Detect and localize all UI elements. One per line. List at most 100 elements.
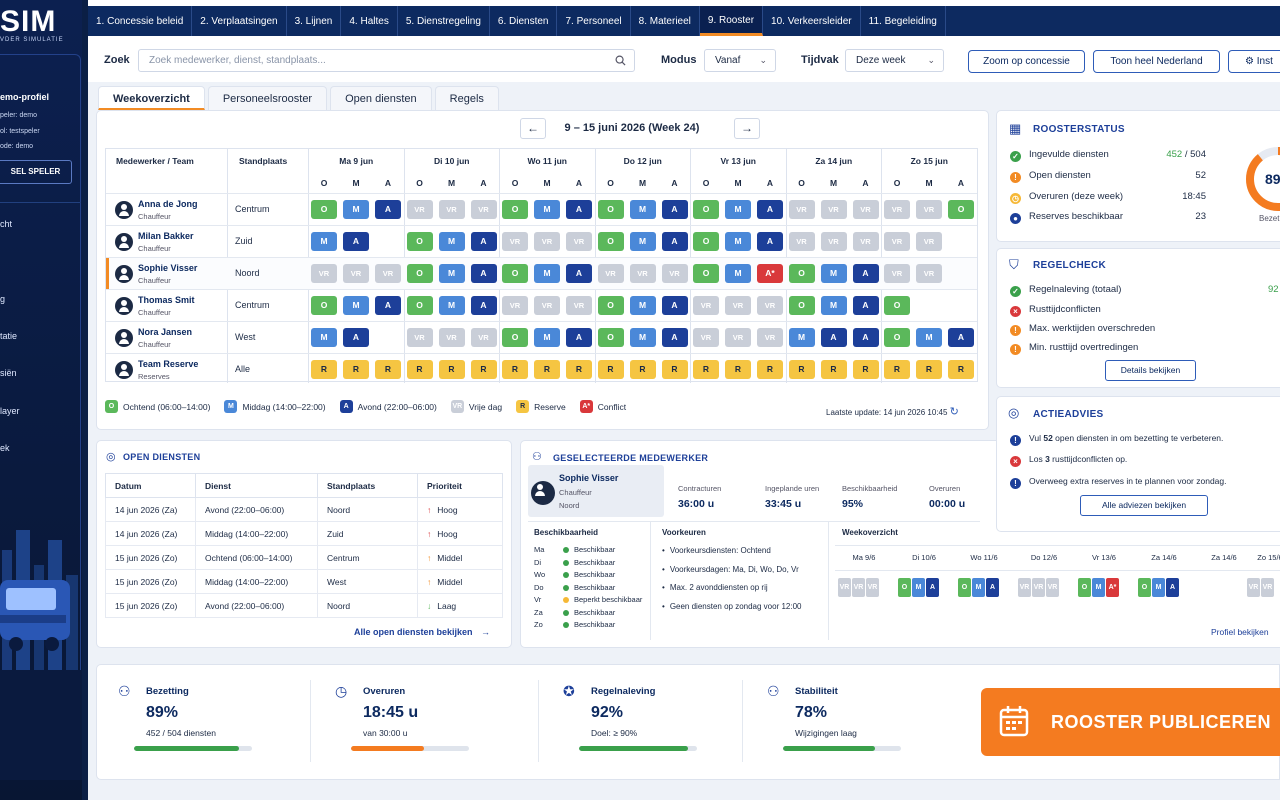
- shift-cell[interactable]: VR: [884, 200, 910, 219]
- shift-cell[interactable]: O: [693, 200, 719, 219]
- shift-cell[interactable]: A: [343, 328, 369, 347]
- shift-cell[interactable]: O: [406, 232, 433, 251]
- all-advice-button[interactable]: Alle adviezen bekijken: [1080, 495, 1208, 516]
- mini-shift-cell[interactable]: M: [972, 578, 985, 597]
- tab-haltes[interactable]: 4. Haltes: [341, 6, 398, 36]
- shift-cell[interactable]: VR: [470, 328, 497, 347]
- shift-cell[interactable]: A: [566, 328, 592, 347]
- shift-cell[interactable]: R: [343, 360, 369, 379]
- table-row[interactable]: 15 jun 2026 (Zo) Avond (22:00–06:00) Noord…: [105, 593, 503, 618]
- shift-cell[interactable]: A: [661, 296, 688, 315]
- shift-cell[interactable]: O: [693, 232, 719, 251]
- shift-cell[interactable]: M: [534, 200, 560, 219]
- shift-cell[interactable]: R: [757, 360, 783, 379]
- tab-materieel[interactable]: 8. Materieel: [631, 6, 700, 36]
- shift-cell[interactable]: VR: [597, 264, 624, 283]
- shift-cell[interactable]: O: [597, 232, 624, 251]
- shift-cell[interactable]: M: [438, 296, 465, 315]
- shift-cell[interactable]: VR: [502, 296, 528, 315]
- shift-cell[interactable]: O: [311, 200, 337, 219]
- shift-cell[interactable]: VR: [725, 328, 751, 347]
- shift-cell[interactable]: M: [725, 232, 751, 251]
- shift-cell[interactable]: R: [948, 360, 974, 379]
- shift-cell[interactable]: M: [343, 296, 369, 315]
- shift-cell[interactable]: O: [597, 296, 624, 315]
- shift-cell[interactable]: A*: [757, 264, 783, 283]
- shift-cell[interactable]: A: [343, 232, 369, 251]
- all-open-shifts-link[interactable]: Alle open diensten bekijken →: [354, 627, 490, 637]
- shift-cell[interactable]: R: [693, 360, 719, 379]
- search-input[interactable]: Zoek medewerker, dienst, standplaats...: [138, 49, 635, 72]
- shift-cell[interactable]: O: [788, 296, 815, 315]
- shift-cell[interactable]: VR: [693, 296, 719, 315]
- shift-cell[interactable]: M: [534, 328, 560, 347]
- table-row[interactable]: 14 jun 2026 (Za) Middag (14:00–22:00) Zuid…: [105, 521, 503, 546]
- settings-button[interactable]: ⚙ Inst: [1228, 50, 1280, 73]
- publish-roster-button[interactable]: ROOSTER PUBLICEREN: [981, 688, 1280, 756]
- shift-cell[interactable]: A: [470, 264, 497, 283]
- shift-cell[interactable]: VR: [916, 264, 942, 283]
- shift-cell[interactable]: A: [852, 264, 879, 283]
- shift-cell[interactable]: VR: [311, 264, 337, 283]
- sidebar-item-3[interactable]: tatie: [0, 331, 18, 341]
- table-row[interactable]: Milan Bakker Chauffeur Zuid M A O M A VR VR VR O M A O…: [106, 225, 977, 257]
- shift-cell[interactable]: VR: [375, 264, 401, 283]
- table-row[interactable]: 15 jun 2026 (Zo) Ochtend (06:00–14:00) Cen…: [105, 545, 503, 570]
- shift-cell[interactable]: O: [502, 264, 528, 283]
- table-row[interactable]: Nora Jansen Chauffeur West M A VR VR VR O M A O M A VR…: [106, 321, 977, 353]
- shift-cell[interactable]: A: [852, 296, 879, 315]
- shift-cell[interactable]: R: [820, 360, 847, 379]
- switch-player-button[interactable]: SEL SPELER: [0, 160, 72, 184]
- table-row[interactable]: Team Reserve Reserves Alle R R R R R R R R R R R R R R R R…: [106, 353, 977, 385]
- mode-select[interactable]: Vanaf ⌄: [704, 49, 776, 72]
- tab-verplaatsingen[interactable]: 2. Verplaatsingen: [192, 6, 287, 36]
- shift-cell[interactable]: A: [375, 200, 401, 219]
- shift-cell[interactable]: M: [629, 200, 656, 219]
- mini-shift-cell[interactable]: O: [1138, 578, 1151, 597]
- table-row[interactable]: Sophie Visser Chauffeur Noord VR VR VR O M A O M A V…: [106, 257, 977, 289]
- tab-personeelsrooster[interactable]: Personeelsrooster: [207, 86, 328, 110]
- tab-lijnen[interactable]: 3. Lijnen: [287, 6, 342, 36]
- shift-cell[interactable]: M: [820, 296, 847, 315]
- shift-cell[interactable]: O: [948, 200, 974, 219]
- mini-shift-cell[interactable]: VR: [1032, 578, 1045, 597]
- shift-cell[interactable]: VR: [406, 200, 433, 219]
- shift-cell[interactable]: M: [311, 328, 337, 347]
- shift-cell[interactable]: R: [661, 360, 688, 379]
- shift-cell[interactable]: O: [406, 264, 433, 283]
- shift-cell[interactable]: M: [788, 328, 815, 347]
- tab-begeleiding[interactable]: 11. Begeleiding: [861, 6, 946, 36]
- tab-diensten[interactable]: 6. Diensten: [490, 6, 558, 36]
- shift-cell[interactable]: R: [534, 360, 560, 379]
- mini-shift-cell[interactable]: VR: [852, 578, 865, 597]
- tab-open-diensten[interactable]: Open diensten: [330, 86, 432, 110]
- shift-cell[interactable]: VR: [725, 296, 751, 315]
- shift-cell[interactable]: VR: [693, 328, 719, 347]
- shift-cell[interactable]: M: [629, 296, 656, 315]
- sidebar-item-5[interactable]: layer: [0, 406, 20, 416]
- shift-cell[interactable]: O: [502, 328, 528, 347]
- shift-cell[interactable]: VR: [470, 200, 497, 219]
- shift-cell[interactable]: O: [311, 296, 337, 315]
- shift-cell[interactable]: R: [916, 360, 942, 379]
- shift-cell[interactable]: R: [438, 360, 465, 379]
- shift-cell[interactable]: R: [852, 360, 879, 379]
- sidebar-item-2[interactable]: g: [0, 294, 6, 304]
- shift-cell[interactable]: M: [725, 200, 751, 219]
- shift-cell[interactable]: M: [311, 232, 337, 251]
- shift-cell[interactable]: VR: [788, 200, 815, 219]
- table-row[interactable]: Thomas Smit Chauffeur Centrum O M A O M A VR VR VR O…: [106, 289, 977, 321]
- shift-cell[interactable]: A: [566, 200, 592, 219]
- mini-shift-cell[interactable]: O: [1078, 578, 1091, 597]
- shift-cell[interactable]: R: [311, 360, 337, 379]
- shift-cell[interactable]: R: [725, 360, 751, 379]
- shift-cell[interactable]: R: [788, 360, 815, 379]
- table-row[interactable]: 15 jun 2026 (Zo) Middag (14:00–22:00) West…: [105, 569, 503, 594]
- shift-cell[interactable]: O: [788, 264, 815, 283]
- mini-shift-cell[interactable]: A*: [1106, 578, 1119, 597]
- shift-cell[interactable]: VR: [566, 232, 592, 251]
- mini-shift-cell[interactable]: VR: [1018, 578, 1031, 597]
- shift-cell[interactable]: VR: [534, 232, 560, 251]
- shift-cell[interactable]: A: [375, 296, 401, 315]
- shift-cell[interactable]: A: [470, 296, 497, 315]
